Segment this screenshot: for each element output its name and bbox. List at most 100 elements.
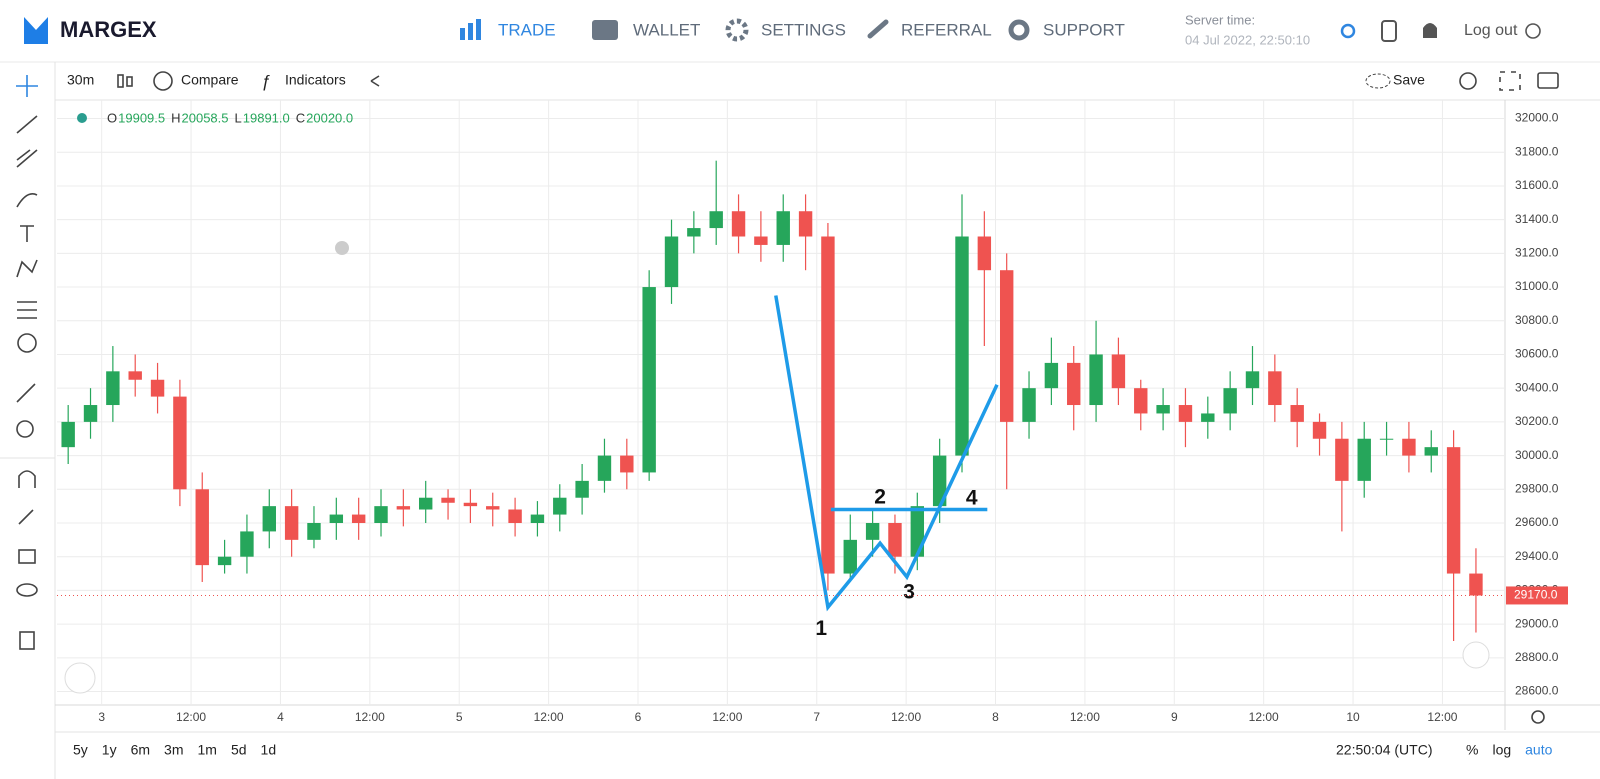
axis-option[interactable]: log	[1492, 742, 1511, 758]
range-button[interactable]: 1m	[198, 742, 217, 758]
last-price-label: 29170.0	[1514, 588, 1558, 602]
nav-item[interactable]: SETTINGS	[761, 20, 846, 39]
nav-settings[interactable]: SETTINGS	[725, 18, 846, 42]
logout[interactable]: Log out	[1464, 22, 1518, 39]
plot: 1 2 3 4 29170.0	[57, 160, 1568, 641]
bottom-bar: 5y 1y 6m 3m 1m 5d 1d% log auto	[73, 742, 1553, 758]
range-button[interactable]: 5d	[231, 742, 247, 758]
candle-body	[709, 211, 723, 229]
nav-item[interactable]: REFERRAL	[901, 20, 992, 39]
pattern-line	[774, 295, 999, 612]
x-tick-label: 5	[456, 710, 463, 724]
candle-body	[262, 506, 276, 532]
candle-body	[419, 497, 433, 510]
indicators[interactable]: Indicators	[285, 72, 346, 88]
range-button[interactable]: 1y	[102, 742, 117, 758]
candle-body	[1335, 438, 1349, 481]
settings-icon[interactable]	[1459, 72, 1477, 90]
candle-body	[865, 522, 880, 540]
candle-body	[798, 211, 813, 237]
bell-icon[interactable]	[1423, 23, 1437, 38]
x-tick-label: 6	[635, 710, 642, 724]
candle-body	[843, 539, 857, 574]
drawing-tools[interactable]	[16, 75, 38, 650]
x-tick-label: 12:00	[891, 710, 921, 724]
pattern-label: 1	[815, 617, 827, 640]
candle-body	[1134, 388, 1148, 414]
logo-button[interactable]	[64, 662, 96, 694]
ohlc-value: 20058.5	[182, 110, 229, 125]
candle-body	[664, 236, 679, 288]
candle-body	[553, 497, 567, 515]
candle-body	[932, 455, 947, 507]
candle-body	[173, 396, 187, 490]
candle-body	[530, 514, 545, 523]
range-button[interactable]: 5y	[73, 742, 88, 758]
fullscreen-icon[interactable]	[1499, 71, 1521, 91]
range-button[interactable]: 3m	[164, 742, 183, 758]
x-tick-label: 12:00	[1070, 710, 1100, 724]
nav-trade[interactable]: TRADE	[460, 19, 556, 40]
candle-type-icon[interactable]	[117, 74, 133, 88]
undo-icon[interactable]	[370, 75, 380, 87]
candle-body	[821, 236, 835, 574]
y-tick-label: 30600.0	[1515, 347, 1559, 361]
theme-icon[interactable]	[1340, 23, 1356, 39]
candle-body	[486, 506, 500, 510]
y-tick-label: 28600.0	[1515, 684, 1559, 698]
candle-body	[776, 211, 790, 245]
candle-body	[128, 371, 142, 380]
y-tick-label: 30400.0	[1515, 380, 1559, 394]
pattern-label: 4	[966, 486, 978, 509]
nav-wallet[interactable]: WALLET	[592, 20, 700, 40]
indicators-icon: ƒ	[261, 71, 270, 90]
scroll-button[interactable]	[1462, 641, 1490, 669]
utc-time: 22:50:04 (UTC)	[1336, 742, 1432, 758]
camera-icon[interactable]	[1537, 72, 1559, 89]
candle-body	[620, 455, 634, 473]
ohlc-key: C	[296, 110, 305, 125]
candle-body	[1379, 438, 1394, 440]
nav-item[interactable]: TRADE	[498, 20, 556, 39]
axis-option[interactable]: %	[1466, 742, 1478, 758]
compare-icon[interactable]	[153, 71, 173, 91]
axis-option[interactable]: auto	[1525, 742, 1552, 758]
candle-body	[1178, 405, 1193, 422]
help-icon[interactable]	[335, 241, 349, 255]
last-price-tag	[1506, 586, 1568, 605]
pattern-label: 3	[903, 580, 915, 603]
y-tick-label: 29800.0	[1515, 481, 1559, 495]
y-tick-label: 31600.0	[1515, 178, 1559, 192]
candle-body	[1402, 438, 1416, 456]
candle-body	[687, 228, 701, 237]
x-tick-label: 12:00	[1427, 710, 1457, 724]
axis-settings-icon[interactable]	[1531, 710, 1545, 724]
interval[interactable]: 30m	[67, 72, 94, 88]
server-time: 04 Jul 2022, 22:50:10	[1185, 32, 1310, 47]
nav-item[interactable]: SUPPORT	[1043, 20, 1125, 39]
range-button[interactable]: 6m	[131, 742, 150, 758]
mobile-icon[interactable]	[1381, 20, 1397, 42]
candle-body	[597, 455, 612, 481]
candle-body	[1201, 413, 1215, 422]
x-tick-label: 12:00	[355, 710, 385, 724]
candle-body	[396, 506, 411, 510]
logout-icon[interactable]	[1525, 23, 1541, 39]
x-tick-label: 7	[813, 710, 820, 724]
candle-body	[1089, 354, 1103, 406]
nav-support[interactable]: SUPPORT	[1008, 19, 1125, 41]
nav-referral[interactable]: REFERRAL	[867, 19, 992, 39]
y-tick-label: 31400.0	[1515, 212, 1559, 226]
nav-item[interactable]: WALLET	[633, 20, 700, 39]
status-dot	[77, 113, 87, 123]
candle-body	[977, 236, 992, 271]
pattern-label: 2	[874, 485, 886, 508]
candle-body	[754, 236, 768, 245]
save[interactable]: Save	[1393, 72, 1425, 88]
range-button[interactable]: 1d	[261, 742, 277, 758]
candle-body	[329, 514, 344, 523]
compare[interactable]: Compare	[181, 72, 239, 88]
y-tick-label: 30200.0	[1515, 414, 1559, 428]
